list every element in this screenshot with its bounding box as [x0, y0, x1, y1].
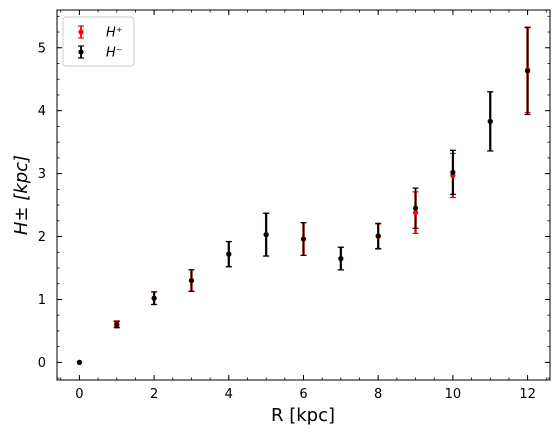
legend-label: H⁻ [106, 46, 123, 61]
data-point-hminus [375, 233, 381, 239]
x-tick-label: 4 [225, 387, 233, 402]
y-tick-label: 2 [38, 230, 46, 245]
y-tick-label: 4 [38, 104, 46, 119]
x-tick-label: 2 [150, 387, 158, 402]
y-tick-label: 5 [38, 41, 46, 56]
data-point-hminus [450, 169, 456, 175]
data-point-hminus [338, 255, 344, 262]
data-point-hminus [226, 251, 232, 257]
x-axis-label: R [kpc] [271, 405, 335, 426]
x-tick-label: 0 [75, 387, 83, 402]
data-point-hminus [76, 359, 83, 365]
y-axis-label: H± [kpc] [11, 155, 32, 235]
data-point-hminus [487, 118, 493, 124]
x-tick-label: 10 [445, 387, 462, 402]
data-point-hminus [524, 68, 531, 74]
legend-marker [78, 49, 84, 55]
data-point-hminus [300, 236, 307, 242]
x-tick-label: 12 [519, 387, 536, 402]
data-point-hminus [263, 232, 269, 238]
data-point-hminus [412, 205, 419, 211]
data-point-hminus [188, 277, 195, 284]
y-tick-label: 1 [38, 293, 46, 308]
y-tick-label: 0 [38, 356, 46, 371]
x-tick-label: 8 [374, 387, 382, 402]
x-tick-label: 6 [299, 387, 307, 402]
legend: H⁺ H⁻ [62, 16, 135, 67]
data-point-hminus [151, 295, 157, 301]
plot-area [57, 10, 550, 380]
legend-marker [78, 29, 84, 35]
plot-frame [56, 9, 551, 381]
data-points [76, 67, 531, 365]
y-tick-label: 3 [38, 167, 46, 182]
data-point-hplus [412, 210, 419, 216]
legend-box [62, 16, 135, 67]
legend-label: H⁺ [106, 26, 123, 41]
data-point-hminus [114, 322, 120, 328]
